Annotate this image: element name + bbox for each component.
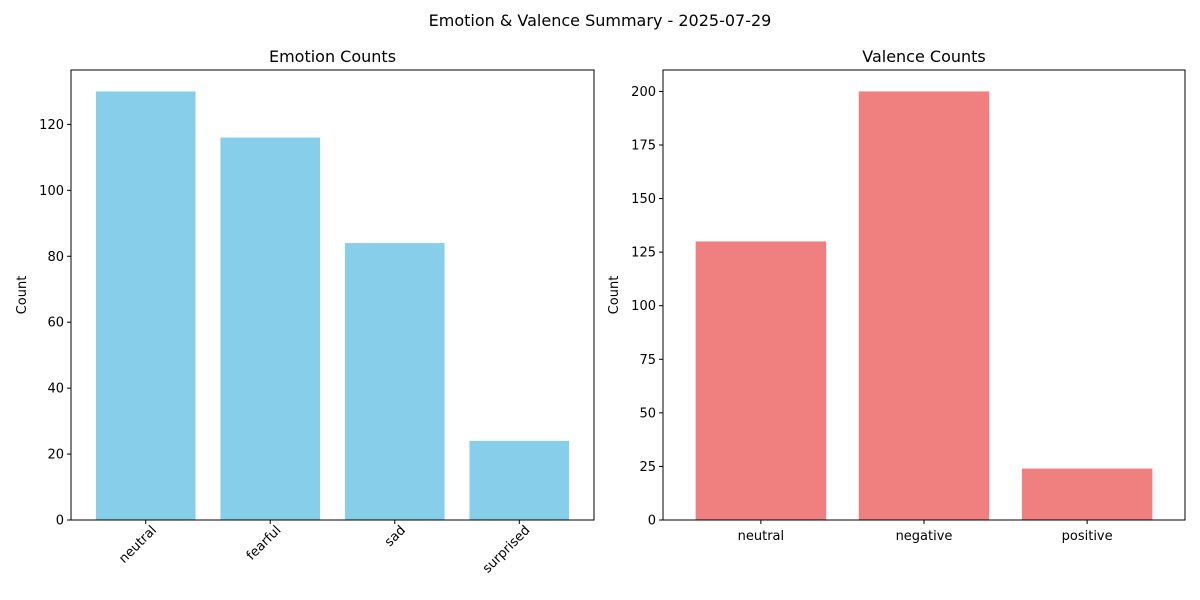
y-tick-label: 20 [47,448,64,463]
bar-negative [858,91,990,521]
x-tick-label: surprised [480,523,533,576]
bar-fearful [220,137,321,520]
y-tick-label: 175 [631,139,656,154]
x-tick-label: negative [896,529,953,544]
y-tick-label: 0 [56,514,64,529]
y-axis-label: Count [15,276,30,315]
y-tick-label: 60 [47,316,64,331]
y-tick-label: 80 [47,250,64,265]
x-tick-label: sad [382,523,409,550]
axes-frame [70,69,595,521]
bar-sad [344,243,445,520]
y-axis-label: Count [607,276,622,315]
y-tick-label: 150 [631,192,656,207]
chart-panel-1: 0 20 40 60 80 100 120 neutral fearful sad surprise… [15,47,595,577]
figure-suptitle: Emotion & Valence Summary - 2025-07-29 [429,11,772,30]
y-tick-label: 75 [639,353,656,368]
axes-title: Emotion Counts [269,47,396,66]
x-tick-label: neutral [738,529,785,544]
y-tick-label: 100 [39,184,64,199]
bar-positive [1021,468,1153,520]
y-tick-label: 50 [639,406,656,421]
x-tick-label: fearful [244,523,285,564]
y-tick-label: 120 [39,118,64,133]
y-tick-label: 0 [648,514,656,529]
y-tick-label: 125 [631,246,656,261]
bar-neutral [95,91,196,521]
chart-panel-2: 0 25 50 75 100 125 150 175 200 neutral negative pos… [607,47,1186,544]
y-tick-label: 40 [47,382,64,397]
x-tick-label: neutral [116,523,159,566]
y-tick-label: 100 [631,299,656,314]
bar-neutral [695,241,827,520]
axes-title: Valence Counts [862,47,986,66]
y-tick-label: 200 [631,85,656,100]
y-tick-label: 25 [639,460,656,475]
x-tick-label: positive [1062,529,1113,544]
bar-surprised [469,440,570,520]
